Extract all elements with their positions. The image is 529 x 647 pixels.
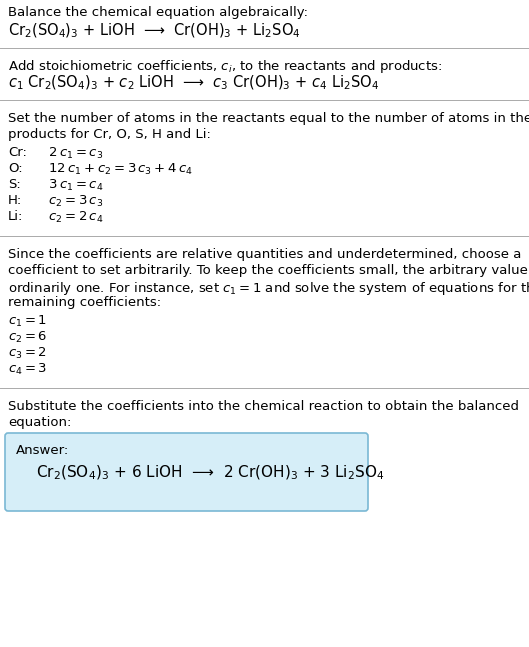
Text: Cr$_2$(SO$_4$)$_3$ + LiOH  ⟶  Cr(OH)$_3$ + Li$_2$SO$_4$: Cr$_2$(SO$_4$)$_3$ + LiOH ⟶ Cr(OH)$_3$ +… — [8, 22, 300, 40]
Text: S:: S: — [8, 178, 21, 191]
Text: $c_4 = 3$: $c_4 = 3$ — [8, 362, 47, 377]
Text: Answer:: Answer: — [16, 444, 69, 457]
Text: Add stoichiometric coefficients, $c_i$, to the reactants and products:: Add stoichiometric coefficients, $c_i$, … — [8, 58, 442, 75]
Text: H:: H: — [8, 194, 22, 207]
Text: $c_1 = 1$: $c_1 = 1$ — [8, 314, 47, 329]
Text: $c_1$ Cr$_2$(SO$_4$)$_3$ + $c_2$ LiOH  ⟶  $c_3$ Cr(OH)$_3$ + $c_4$ Li$_2$SO$_4$: $c_1$ Cr$_2$(SO$_4$)$_3$ + $c_2$ LiOH ⟶ … — [8, 74, 379, 93]
Text: Li:: Li: — [8, 210, 23, 223]
Text: $12\,c_1 + c_2 = 3\,c_3 + 4\,c_4$: $12\,c_1 + c_2 = 3\,c_3 + 4\,c_4$ — [40, 162, 193, 177]
FancyBboxPatch shape — [5, 433, 368, 511]
Text: $c_2 = 2\,c_4$: $c_2 = 2\,c_4$ — [40, 210, 104, 225]
Text: Cr$_2$(SO$_4$)$_3$ + 6 LiOH  ⟶  2 Cr(OH)$_3$ + 3 Li$_2$SO$_4$: Cr$_2$(SO$_4$)$_3$ + 6 LiOH ⟶ 2 Cr(OH)$_… — [36, 464, 385, 483]
Text: O:: O: — [8, 162, 23, 175]
Text: $c_2 = 6$: $c_2 = 6$ — [8, 330, 47, 345]
Text: remaining coefficients:: remaining coefficients: — [8, 296, 161, 309]
Text: equation:: equation: — [8, 416, 71, 429]
Text: coefficient to set arbitrarily. To keep the coefficients small, the arbitrary va: coefficient to set arbitrarily. To keep … — [8, 264, 529, 277]
Text: $3\,c_1 = c_4$: $3\,c_1 = c_4$ — [40, 178, 104, 193]
Text: $c_3 = 2$: $c_3 = 2$ — [8, 346, 47, 361]
Text: ordinarily one. For instance, set $c_1 = 1$ and solve the system of equations fo: ordinarily one. For instance, set $c_1 =… — [8, 280, 529, 297]
Text: products for Cr, O, S, H and Li:: products for Cr, O, S, H and Li: — [8, 128, 211, 141]
Text: Balance the chemical equation algebraically:: Balance the chemical equation algebraica… — [8, 6, 308, 19]
Text: Set the number of atoms in the reactants equal to the number of atoms in the: Set the number of atoms in the reactants… — [8, 112, 529, 125]
Text: Since the coefficients are relative quantities and underdetermined, choose a: Since the coefficients are relative quan… — [8, 248, 522, 261]
Text: $c_2 = 3\,c_3$: $c_2 = 3\,c_3$ — [40, 194, 103, 209]
Text: Substitute the coefficients into the chemical reaction to obtain the balanced: Substitute the coefficients into the che… — [8, 400, 519, 413]
Text: $2\,c_1 = c_3$: $2\,c_1 = c_3$ — [40, 146, 103, 161]
Text: Cr:: Cr: — [8, 146, 27, 159]
